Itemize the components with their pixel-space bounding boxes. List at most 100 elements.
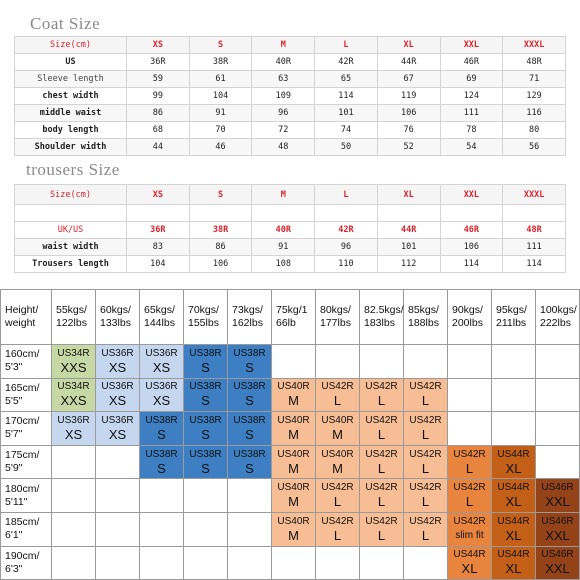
label-line: 65kgs/ bbox=[144, 304, 175, 316]
label-line: 122lbs bbox=[56, 317, 87, 329]
table-cell: 59 bbox=[126, 70, 190, 88]
us-size-code: US42R bbox=[365, 482, 398, 494]
size-cell: US46R XXL bbox=[535, 545, 580, 580]
size-cell bbox=[491, 377, 536, 413]
letter-size: XL bbox=[505, 527, 522, 543]
letter-size: slim fit bbox=[455, 529, 484, 541]
size-cell: US40R M bbox=[315, 411, 360, 446]
us-size-code: US38R bbox=[233, 448, 266, 460]
size-cell bbox=[51, 444, 96, 480]
table-cell: 80 bbox=[502, 121, 566, 139]
us-size-code: US36R bbox=[145, 381, 178, 393]
size-cell: US36R XS bbox=[139, 377, 184, 413]
coat-size-title: Coat Size bbox=[30, 14, 101, 33]
weight-header-cell: 70kgs/155lbs bbox=[183, 289, 228, 345]
letter-size: XXL bbox=[545, 561, 570, 577]
letter-size: XXS bbox=[60, 393, 87, 409]
weight-header-row: Height/weight 55kgs/122lbs 60kgs/133lbs 65k… bbox=[0, 289, 580, 345]
letter-size: XL bbox=[505, 494, 522, 510]
size-cell bbox=[447, 344, 492, 379]
letter-size: S bbox=[245, 460, 254, 476]
size-cell bbox=[447, 377, 492, 413]
size-cell: US38R S bbox=[183, 444, 228, 480]
table-cell: 68 bbox=[126, 121, 190, 139]
size-cell bbox=[227, 545, 272, 580]
table-cell: 86 bbox=[126, 104, 190, 122]
size-cell: US42R L bbox=[403, 478, 448, 513]
size-cell: US36R XS bbox=[95, 411, 140, 446]
header-cell: M bbox=[251, 184, 316, 205]
table-cell: 96 bbox=[314, 238, 378, 256]
label-line: 66lb bbox=[276, 317, 296, 329]
us-size-code: US38R bbox=[233, 347, 266, 359]
label-line: 133lbs bbox=[100, 317, 131, 329]
weight-header-cell: 95kgs/211lbs bbox=[491, 289, 536, 345]
table-cell: 108 bbox=[251, 255, 316, 273]
letter-size: S bbox=[201, 393, 210, 409]
table-cell: 78 bbox=[439, 121, 504, 139]
size-cell: US40R M bbox=[271, 411, 316, 446]
weight-header-cell: 55kgs/122lbs bbox=[51, 289, 96, 345]
header-cell: XS bbox=[126, 36, 190, 54]
letter-size: M bbox=[288, 393, 299, 409]
table-cell: 83 bbox=[126, 238, 190, 256]
row-label: Shoulder width bbox=[14, 138, 127, 156]
size-cell bbox=[51, 511, 96, 547]
letter-size: M bbox=[288, 527, 299, 543]
table-cell: 56 bbox=[502, 138, 566, 156]
label-line: 165cm/ bbox=[5, 381, 40, 394]
size-cell: US46R XXL bbox=[535, 511, 580, 547]
coat-header-row: Size(cm) XS S M L XL XXL XXXL bbox=[14, 36, 566, 54]
table-cell: 112 bbox=[376, 255, 441, 273]
size-cell: US42R L bbox=[403, 444, 448, 480]
letter-size: XS bbox=[152, 359, 171, 375]
letter-size: XXL bbox=[545, 494, 570, 510]
row-label: body length bbox=[14, 121, 127, 139]
size-cell: US46R XXL bbox=[535, 478, 580, 513]
label-line: 180cm/ bbox=[5, 482, 40, 495]
weight-header-cell: 75kg/1 66lb bbox=[271, 289, 316, 345]
table-row: waist width 83 86 91 96 101 106 111 bbox=[14, 238, 566, 256]
table-cell: 44R bbox=[376, 221, 441, 239]
size-cell bbox=[315, 344, 360, 379]
table-cell: 46 bbox=[188, 138, 253, 156]
weight-header-cell: 73kgs/162lbs bbox=[227, 289, 272, 345]
table-cell: 40R bbox=[251, 221, 316, 239]
us-size-code: US42R bbox=[409, 482, 442, 494]
size-cell bbox=[491, 344, 536, 379]
size-cell bbox=[315, 545, 360, 580]
us-size-code: US44R bbox=[497, 448, 530, 460]
table-cell: 106 bbox=[188, 255, 253, 273]
table-cell: 104 bbox=[126, 255, 190, 273]
size-cell bbox=[535, 344, 580, 379]
us-size-code: US42R bbox=[453, 482, 486, 494]
letter-size: L bbox=[333, 527, 342, 543]
size-cell bbox=[359, 344, 404, 379]
size-cell: US40R M bbox=[271, 478, 316, 513]
label-line: 160cm/ bbox=[5, 348, 40, 361]
label-line: weight bbox=[5, 317, 36, 329]
weight-header-cell: 100kgs/222lbs bbox=[535, 289, 580, 345]
height-weight-size-chart: Height/weight 55kgs/122lbs 60kgs/133lbs 65k… bbox=[0, 289, 580, 580]
table-cell: 86 bbox=[188, 238, 253, 256]
table-row: UK/US 36R 38R 40R 42R 44R 46R 48R bbox=[14, 221, 566, 239]
letter-size: S bbox=[157, 426, 166, 442]
table-cell: 67 bbox=[376, 70, 441, 88]
letter-size: L bbox=[333, 494, 342, 510]
letter-size: L bbox=[421, 460, 430, 476]
header-cell: S bbox=[188, 36, 253, 54]
size-cell: US40R M bbox=[315, 444, 360, 480]
label-line: 55kgs/ bbox=[56, 304, 87, 316]
letter-size: XXL bbox=[545, 527, 570, 543]
us-size-code: US40R bbox=[277, 414, 310, 426]
size-cell: US38R S bbox=[183, 411, 228, 446]
table-cell: 91 bbox=[251, 238, 316, 256]
size-cell: US44R XL bbox=[491, 511, 536, 547]
label-line: 60kgs/ bbox=[100, 304, 131, 316]
row-label: waist width bbox=[14, 238, 127, 256]
size-cell bbox=[95, 444, 140, 480]
height-label: 175cm/5'9" bbox=[0, 444, 52, 480]
label-line: 75kg/1 bbox=[276, 304, 308, 316]
size-cell: US38R S bbox=[183, 377, 228, 413]
us-size-code: US40R bbox=[321, 448, 354, 460]
